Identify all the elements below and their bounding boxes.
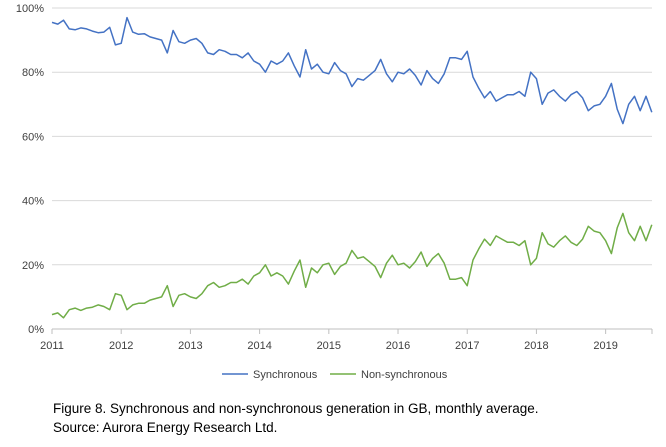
y-tick-label: 0%: [28, 324, 44, 336]
figure-caption: Figure 8. Synchronous and non-synchronou…: [53, 399, 539, 437]
legend-label: Non-synchronous: [361, 369, 448, 381]
x-tick-label: 2019: [593, 340, 617, 352]
series-lines: [51, 16, 653, 319]
legend-label: Synchronous: [253, 369, 318, 381]
x-tick-label: 2017: [455, 340, 479, 352]
x-tick-labels: 2011 2012 2013 2014 2015 2016 2017 2018 2019: [40, 340, 618, 352]
series-line-non-synchronous: [51, 212, 653, 319]
y-tick-label: 60%: [22, 131, 44, 143]
caption-source: Source: Aurora Energy Research Ltd.: [53, 420, 278, 435]
y-tick-label: 100%: [16, 3, 44, 15]
y-tick-labels: 0% 20% 40% 60% 80% 100%: [16, 3, 44, 336]
legend: Synchronous Non-synchronous: [222, 369, 448, 381]
x-tick-label: 2014: [247, 340, 271, 352]
y-tick-label: 80%: [22, 67, 44, 79]
series-line-synchronous: [51, 16, 653, 125]
grid: [52, 7, 652, 266]
x-tick-label: 2015: [317, 340, 341, 352]
y-tick-label: 40%: [22, 196, 44, 208]
chart: 0%20%40%60%80%100% 2011 2012 2013 2014 2015 2…: [16, 3, 653, 381]
x-tick-label: 2013: [178, 340, 202, 352]
x-tick-label: 2012: [109, 340, 133, 352]
caption-title: Figure 8. Synchronous and non-synchronou…: [53, 401, 539, 416]
y-tick-label: 20%: [22, 260, 44, 272]
x-tick-marks: [51, 329, 653, 334]
x-tick-label: 2016: [386, 340, 410, 352]
x-tick-label: 2018: [524, 340, 548, 352]
x-tick-label: 2011: [40, 340, 64, 352]
